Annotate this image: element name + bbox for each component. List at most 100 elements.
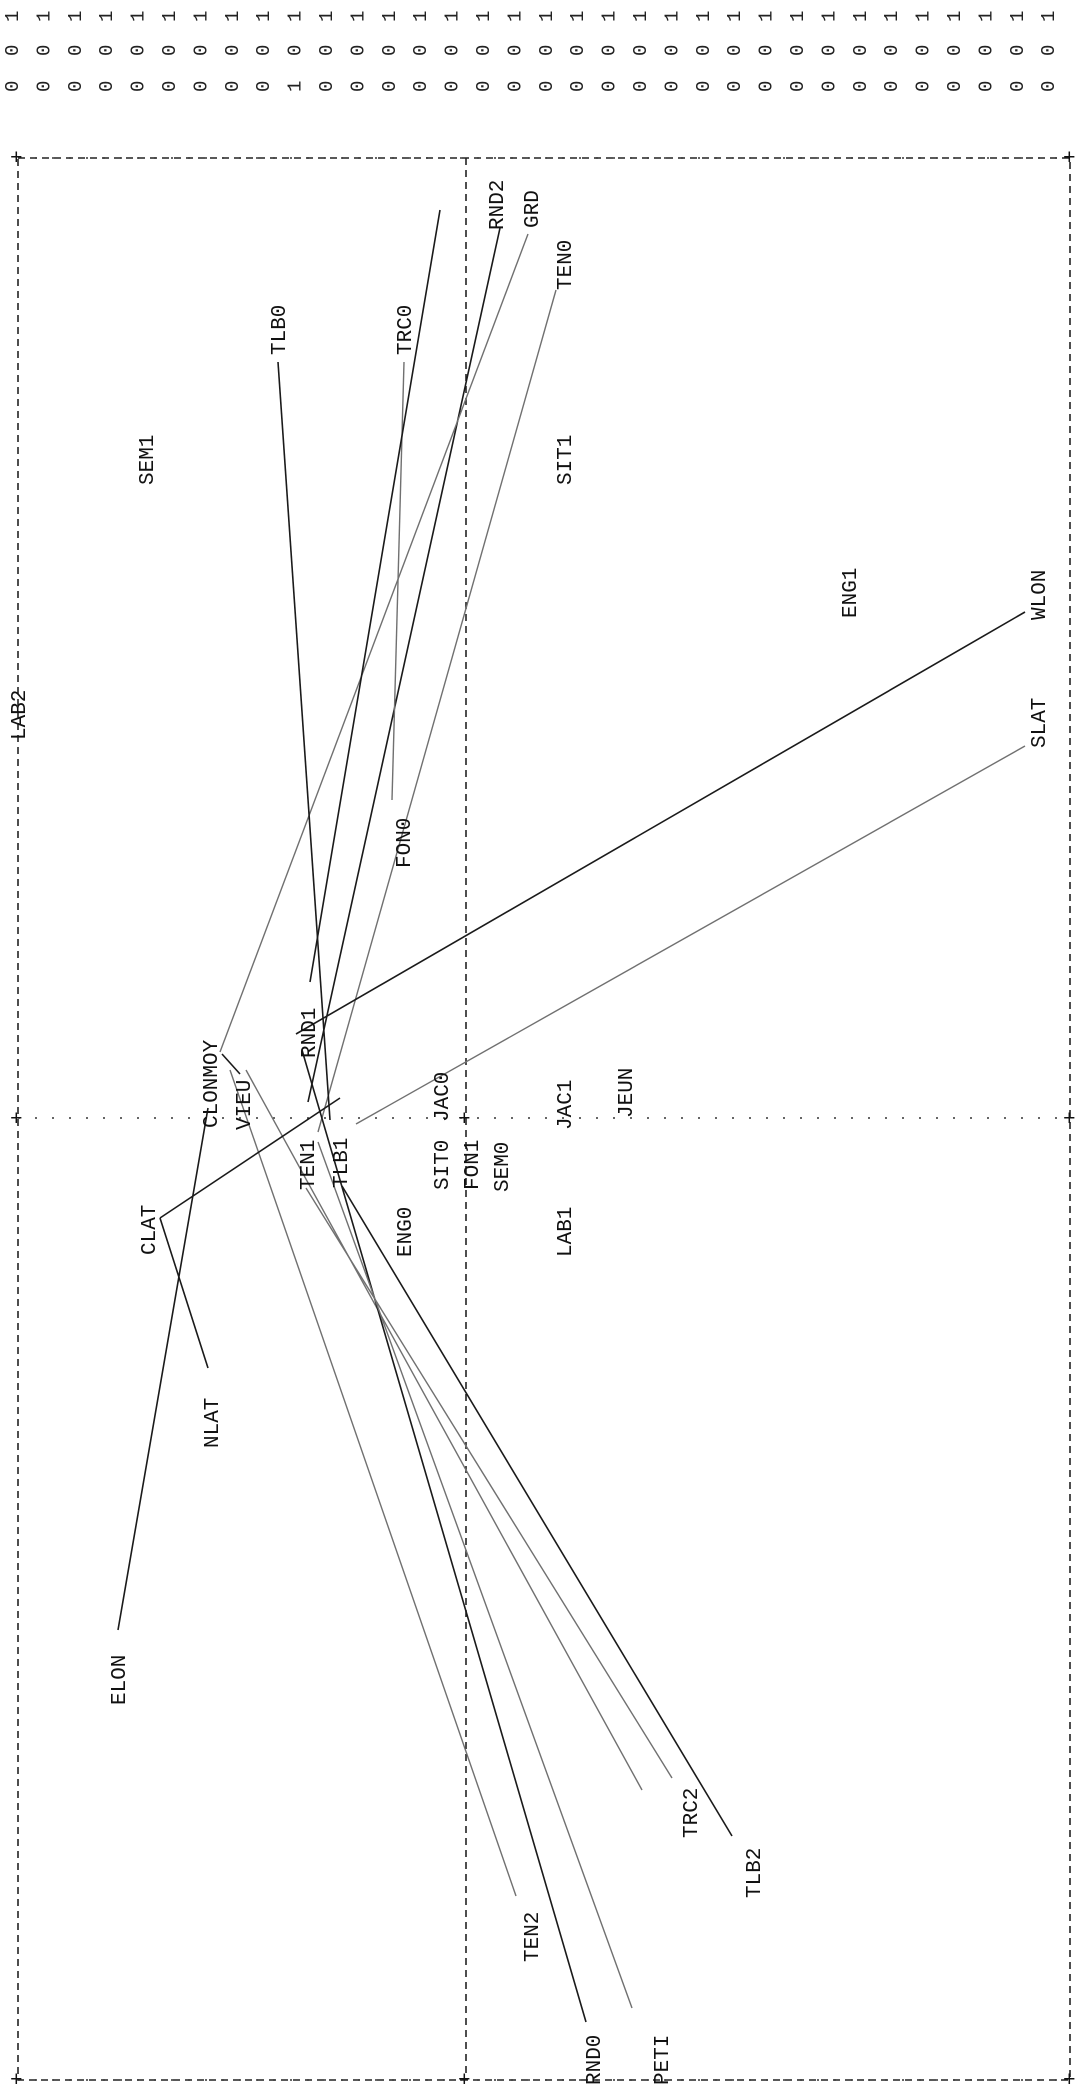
label-jac1: JAC1: [555, 1080, 578, 1130]
connector-wlon: [295, 611, 1026, 1035]
digit-row3-33: 0: [1038, 81, 1060, 92]
digit-row3-15: 0: [473, 81, 495, 92]
digit-row1-9: 1: [285, 11, 307, 22]
digit-row1-19: 1: [599, 11, 621, 22]
label-rnd1: RND1: [299, 1008, 322, 1058]
digit-row2-23: 0: [724, 45, 746, 56]
digit-row2-17: 0: [536, 45, 558, 56]
digit-row1-21: 1: [661, 11, 683, 22]
digit-row3-9: 1: [285, 81, 307, 92]
digit-row1-11: 1: [347, 11, 369, 22]
digit-row3-28: 0: [881, 81, 903, 92]
label-sem0: SEM0: [492, 1142, 515, 1192]
digit-row3-17: 0: [536, 81, 558, 92]
digit-row1-14: 1: [442, 11, 464, 22]
label-jac0: JAC0: [432, 1072, 455, 1122]
digit-row2-2: 0: [65, 45, 87, 56]
label-vieu: VIEU: [234, 1080, 257, 1130]
label-ten2: TEN2: [522, 1912, 545, 1962]
corner-plus-bl: +: [10, 2070, 23, 2092]
label-eng0: ENG0: [395, 1207, 418, 1257]
digit-row2-13: 0: [410, 45, 432, 56]
digit-row3-19: 0: [599, 81, 621, 92]
label-trc0: TRC0: [395, 305, 418, 355]
label-fon1: FON1: [462, 1140, 485, 1190]
label-sit1: SIT1: [555, 435, 578, 485]
digit-row3-7: 0: [222, 81, 244, 92]
digit-row3-8: 0: [253, 81, 275, 92]
label-grd: GRD: [522, 190, 545, 228]
label-rnd2: RND2: [487, 180, 510, 230]
digit-row1-2: 1: [65, 11, 87, 22]
digit-row2-10: 0: [316, 45, 338, 56]
digit-row3-10: 0: [316, 81, 338, 92]
digit-row3-1: 0: [33, 81, 55, 92]
label-wlon: WLON: [1029, 570, 1052, 620]
connector-rnd1: [309, 209, 441, 983]
digit-row2-20: 0: [630, 45, 652, 56]
digit-row3-5: 0: [159, 81, 181, 92]
connector-grd: [219, 233, 529, 1053]
digit-row1-15: 1: [473, 11, 495, 22]
label-clat: CLAT: [139, 1205, 162, 1255]
digit-row2-12: 0: [379, 45, 401, 56]
digit-row1-30: 1: [944, 11, 966, 22]
label-elon: ELON: [109, 1655, 132, 1705]
digit-row1-26: 1: [818, 11, 840, 22]
digit-row1-24: 1: [756, 11, 778, 22]
digit-row1-27: 1: [850, 11, 872, 22]
connector-trc2: [305, 1187, 673, 1779]
connector-tlb0: [277, 361, 331, 1121]
digit-row3-29: 0: [913, 81, 935, 92]
digit-row3-25: 0: [787, 81, 809, 92]
digit-row2-3: 0: [96, 45, 118, 56]
digit-row1-28: 1: [881, 11, 903, 22]
digit-row1-1: 1: [33, 11, 55, 22]
connector-vieu: [245, 1069, 643, 1791]
digit-row2-26: 0: [818, 45, 840, 56]
digit-rows: 1 1 1 1 1 1 1 1 1 1 1 1 1 1 1 1 1 1 1 1 1 1 1 1 1 1 1 1 1 1 1 1 1 10 0 0 0 0 0…: [2, 11, 1060, 92]
digit-row2-14: 0: [442, 45, 464, 56]
label-trc2: TRC2: [681, 1788, 704, 1838]
digit-row1-25: 1: [787, 11, 809, 22]
digit-row2-33: 0: [1038, 45, 1060, 56]
digit-row3-6: 0: [190, 81, 212, 92]
axis-plus-center: +: [458, 1109, 471, 1132]
axis-plus-bottom: +: [458, 2070, 471, 2092]
digit-row2-16: 0: [504, 45, 526, 56]
digit-row3-20: 0: [630, 81, 652, 92]
digit-row1-22: 1: [693, 11, 715, 22]
digit-row1-0: 1: [2, 11, 24, 22]
digit-row2-18: 0: [567, 45, 589, 56]
digit-row3-23: 0: [724, 81, 746, 92]
digit-row2-8: 0: [253, 45, 275, 56]
digit-row2-27: 0: [850, 45, 872, 56]
corner-plus-br: +: [1063, 2070, 1076, 2092]
digit-row1-17: 1: [536, 11, 558, 22]
digit-row2-6: 0: [190, 45, 212, 56]
digit-row3-4: 0: [128, 81, 150, 92]
digit-row2-32: 0: [1007, 45, 1029, 56]
digit-row2-15: 0: [473, 45, 495, 56]
digit-row3-13: 0: [410, 81, 432, 92]
digit-row1-16: 1: [504, 11, 526, 22]
digit-row1-6: 1: [190, 11, 212, 22]
connector-peti: [317, 1141, 633, 2009]
digit-row2-0: 0: [2, 45, 24, 56]
digit-row1-5: 1: [159, 11, 181, 22]
axis-plus-right: +: [1063, 1109, 1076, 1132]
digit-row1-23: 1: [724, 11, 746, 22]
connector-trc0: [391, 361, 405, 801]
digit-row3-14: 0: [442, 81, 464, 92]
plot-frame: [17, 157, 1071, 2081]
digit-row2-30: 0: [944, 45, 966, 56]
digit-row3-21: 0: [661, 81, 683, 92]
connector-ten2: [229, 1069, 517, 1897]
label-nlat: NLAT: [202, 1398, 225, 1448]
label-tlb0: TLB0: [269, 305, 292, 355]
connector-clonmoy: [221, 1053, 241, 1075]
digit-row3-26: 0: [818, 81, 840, 92]
digit-row2-31: 0: [975, 45, 997, 56]
connector-tlb2: [341, 1185, 733, 1837]
